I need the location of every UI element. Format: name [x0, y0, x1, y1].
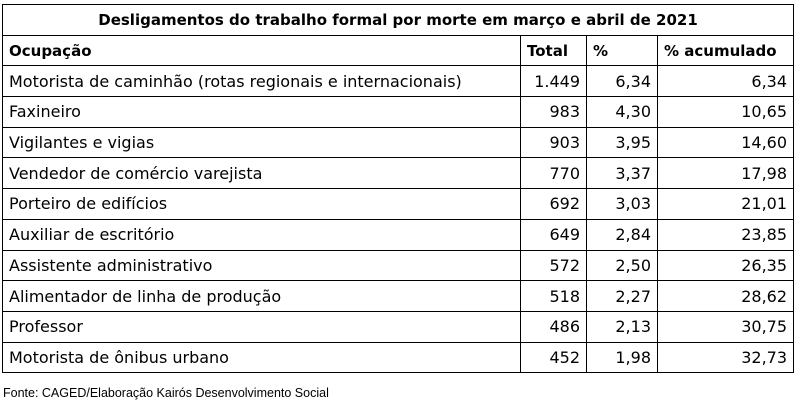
cell-occupation: Motorista de ônibus urbano: [2, 341, 521, 374]
table-row: Vigilantes e vigias 903 3,95 14,60: [2, 126, 795, 159]
table-title: Desligamentos do trabalho formal por mor…: [1, 4, 795, 36]
cell-occupation: Professor: [2, 310, 521, 343]
cell-cumulative: 28,62: [656, 280, 795, 312]
cell-percent: 3,03: [586, 188, 658, 220]
cell-percent: 2,84: [586, 218, 658, 251]
cell-total: 1.449: [520, 65, 587, 98]
header-occupation: Ocupação: [2, 34, 521, 67]
cell-cumulative: 30,75: [656, 310, 795, 343]
header-cumulative: % acumulado: [656, 34, 795, 67]
cell-occupation: Motorista de caminhão (rotas regionais e…: [2, 65, 521, 98]
table-row: Professor 486 2,13 30,75: [2, 310, 795, 343]
occupation-deaths-table: Desligamentos do trabalho formal por mor…: [1, 4, 795, 374]
header-row: Ocupação Total % % acumulado: [2, 34, 795, 67]
cell-total: 692: [520, 188, 587, 220]
cell-percent: 2,27: [586, 280, 658, 312]
cell-cumulative: 26,35: [656, 249, 795, 282]
cell-cumulative: 10,65: [656, 96, 795, 128]
cell-cumulative: 32,73: [656, 341, 795, 374]
cell-total: 518: [520, 280, 587, 312]
cell-occupation: Auxiliar de escritório: [2, 218, 521, 251]
cell-occupation: Vendedor de comércio varejista: [2, 157, 521, 190]
cell-occupation: Vigilantes e vigias: [2, 126, 521, 159]
cell-cumulative: 14,60: [656, 126, 795, 159]
cell-total: 983: [520, 96, 587, 128]
cell-percent: 2,50: [586, 249, 658, 282]
cell-occupation: Porteiro de edifícios: [2, 188, 521, 220]
cell-total: 903: [520, 126, 587, 159]
cell-percent: 1,98: [586, 341, 658, 374]
table-row: Motorista de ônibus urbano 452 1,98 32,7…: [2, 341, 795, 374]
cell-cumulative: 6,34: [656, 65, 795, 98]
cell-cumulative: 21,01: [656, 188, 795, 220]
cell-total: 452: [520, 341, 587, 374]
table-row: Motorista de caminhão (rotas regionais e…: [2, 65, 795, 98]
table-row: Faxineiro 983 4,30 10,65: [2, 96, 795, 128]
table-row: Assistente administrativo 572 2,50 26,35: [2, 249, 795, 282]
cell-occupation: Assistente administrativo: [2, 249, 521, 282]
table-row: Vendedor de comércio varejista 770 3,37 …: [2, 157, 795, 190]
source-note: Fonte: CAGED/Elaboração Kairós Desenvolv…: [3, 386, 329, 400]
cell-percent: 4,30: [586, 96, 658, 128]
cell-percent: 3,95: [586, 126, 658, 159]
cell-percent: 6,34: [586, 65, 658, 98]
cell-cumulative: 23,85: [656, 218, 795, 251]
table-row: Porteiro de edifícios 692 3,03 21,01: [2, 188, 795, 220]
cell-percent: 3,37: [586, 157, 658, 190]
cell-total: 770: [520, 157, 587, 190]
cell-percent: 2,13: [586, 310, 658, 343]
cell-total: 572: [520, 249, 587, 282]
cell-total: 649: [520, 218, 587, 251]
table-row: Auxiliar de escritório 649 2,84 23,85: [2, 218, 795, 251]
header-percent: %: [586, 34, 658, 67]
title-row: Desligamentos do trabalho formal por mor…: [1, 4, 795, 36]
cell-total: 486: [520, 310, 587, 343]
cell-occupation: Faxineiro: [2, 96, 521, 128]
header-total: Total: [520, 34, 587, 67]
cell-occupation: Alimentador de linha de produção: [2, 280, 521, 312]
table-row: Alimentador de linha de produção 518 2,2…: [2, 280, 795, 312]
cell-cumulative: 17,98: [656, 157, 795, 190]
